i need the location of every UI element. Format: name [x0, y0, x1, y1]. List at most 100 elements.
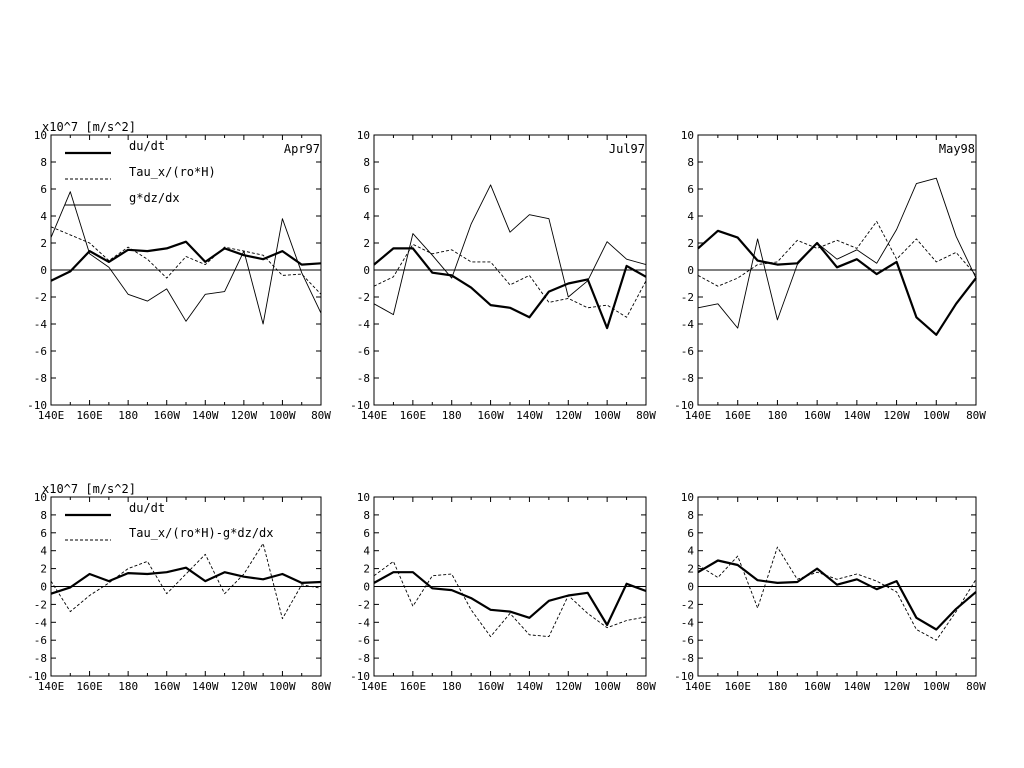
- x-tick-label: 120W: [231, 680, 258, 693]
- y-tick-label: 4: [363, 210, 370, 223]
- y-tick-label: 10: [34, 129, 47, 142]
- y-tick-label: -8: [357, 372, 370, 385]
- x-tick-label: 120W: [883, 680, 910, 693]
- y-tick-label: 2: [687, 563, 694, 576]
- x-tick-label: 140E: [38, 680, 65, 693]
- series-line-3: [50, 191, 322, 325]
- x-tick-label: 160E: [76, 409, 103, 422]
- y-tick-label: -10: [674, 399, 694, 412]
- y-tick-label: 2: [687, 237, 694, 250]
- y-tick-label: 8: [363, 509, 370, 522]
- x-tick-label: 100W: [594, 409, 621, 422]
- x-tick-label: 160W: [477, 409, 504, 422]
- y-tick-label: -6: [34, 634, 47, 647]
- x-tick-label: 160E: [76, 680, 103, 693]
- x-tick-label: 140W: [192, 680, 219, 693]
- x-tick-label: 100W: [269, 680, 296, 693]
- x-tick-label: 140E: [361, 409, 388, 422]
- y-tick-label: -6: [681, 345, 694, 358]
- y-tick-label: 10: [681, 491, 694, 504]
- series-line-2: [373, 560, 647, 638]
- series-line-2: [697, 546, 977, 641]
- x-tick-label: 80W: [966, 409, 986, 422]
- x-tick-label: 80W: [311, 409, 331, 422]
- x-tick-label: 140W: [516, 680, 543, 693]
- series-line-1: [697, 229, 977, 336]
- legend-label: Tau_x/(ro*H): [129, 165, 216, 179]
- unit-label: x10^7 [m/s^2]: [42, 482, 136, 496]
- y-tick-label: -6: [34, 345, 47, 358]
- y-tick-label: -6: [681, 634, 694, 647]
- series-line-3: [697, 177, 977, 329]
- y-tick-label: 0: [40, 264, 47, 277]
- y-tick-label: 10: [357, 491, 370, 504]
- y-tick-label: 0: [687, 581, 694, 594]
- unit-label: x10^7 [m/s^2]: [42, 120, 136, 134]
- y-tick-label: 8: [363, 156, 370, 169]
- x-tick-label: 80W: [966, 680, 986, 693]
- x-tick-label: 160W: [804, 680, 831, 693]
- y-tick-label: 4: [363, 545, 370, 558]
- x-tick-label: 140E: [361, 680, 388, 693]
- y-tick-label: -8: [681, 372, 694, 385]
- y-tick-label: -4: [357, 616, 371, 629]
- x-tick-label: 140W: [516, 409, 543, 422]
- y-tick-label: 4: [687, 210, 694, 223]
- x-tick-label: 140W: [844, 409, 871, 422]
- series-line-2: [373, 243, 647, 318]
- y-tick-label: -10: [350, 670, 370, 683]
- x-tick-label: 100W: [923, 409, 950, 422]
- y-tick-label: -2: [681, 291, 694, 304]
- y-tick-label: -10: [27, 670, 47, 683]
- x-tick-label: 180: [767, 409, 787, 422]
- y-tick-label: 4: [40, 210, 47, 223]
- series-line-2: [50, 543, 322, 620]
- y-tick-label: -4: [681, 318, 695, 331]
- y-tick-label: 6: [363, 527, 370, 540]
- y-tick-label: 0: [363, 264, 370, 277]
- legend-label: du/dt: [129, 139, 165, 153]
- y-tick-label: 0: [687, 264, 694, 277]
- series-line-1: [50, 240, 322, 282]
- x-tick-label: 120W: [555, 409, 582, 422]
- x-tick-label: 160E: [724, 409, 751, 422]
- x-tick-label: 160W: [477, 680, 504, 693]
- x-tick-label: 160W: [153, 680, 180, 693]
- series-line-1: [50, 566, 322, 595]
- y-tick-label: -8: [357, 652, 370, 665]
- x-tick-label: 140W: [844, 680, 871, 693]
- x-tick-label: 160W: [153, 409, 180, 422]
- x-tick-label: 120W: [555, 680, 582, 693]
- y-tick-label: -6: [357, 345, 370, 358]
- y-tick-label: 2: [40, 563, 47, 576]
- series-line-1: [697, 559, 977, 631]
- y-tick-label: -8: [34, 652, 47, 665]
- x-tick-label: 80W: [636, 680, 656, 693]
- y-tick-label: -4: [357, 318, 371, 331]
- y-tick-label: 8: [40, 509, 47, 522]
- y-tick-label: 6: [363, 183, 370, 196]
- x-tick-label: 180: [767, 680, 787, 693]
- x-tick-label: 120W: [231, 409, 258, 422]
- y-tick-label: 6: [687, 527, 694, 540]
- series-line-2: [50, 226, 322, 295]
- y-tick-label: -4: [34, 616, 48, 629]
- y-tick-label: 2: [363, 563, 370, 576]
- series-line-1: [373, 571, 647, 627]
- x-tick-label: 80W: [636, 409, 656, 422]
- x-tick-label: 100W: [269, 409, 296, 422]
- y-tick-label: 10: [357, 129, 370, 142]
- legend-label: Tau_x/(ro*H)-g*dz/dx: [129, 526, 274, 540]
- y-tick-label: -4: [34, 318, 48, 331]
- y-tick-label: 6: [40, 527, 47, 540]
- y-tick-label: 10: [681, 129, 694, 142]
- x-tick-label: 180: [442, 409, 462, 422]
- x-tick-label: 140E: [685, 680, 712, 693]
- x-tick-label: 140E: [685, 409, 712, 422]
- x-tick-label: 140E: [38, 409, 65, 422]
- x-tick-label: 100W: [594, 680, 621, 693]
- y-tick-label: 8: [40, 156, 47, 169]
